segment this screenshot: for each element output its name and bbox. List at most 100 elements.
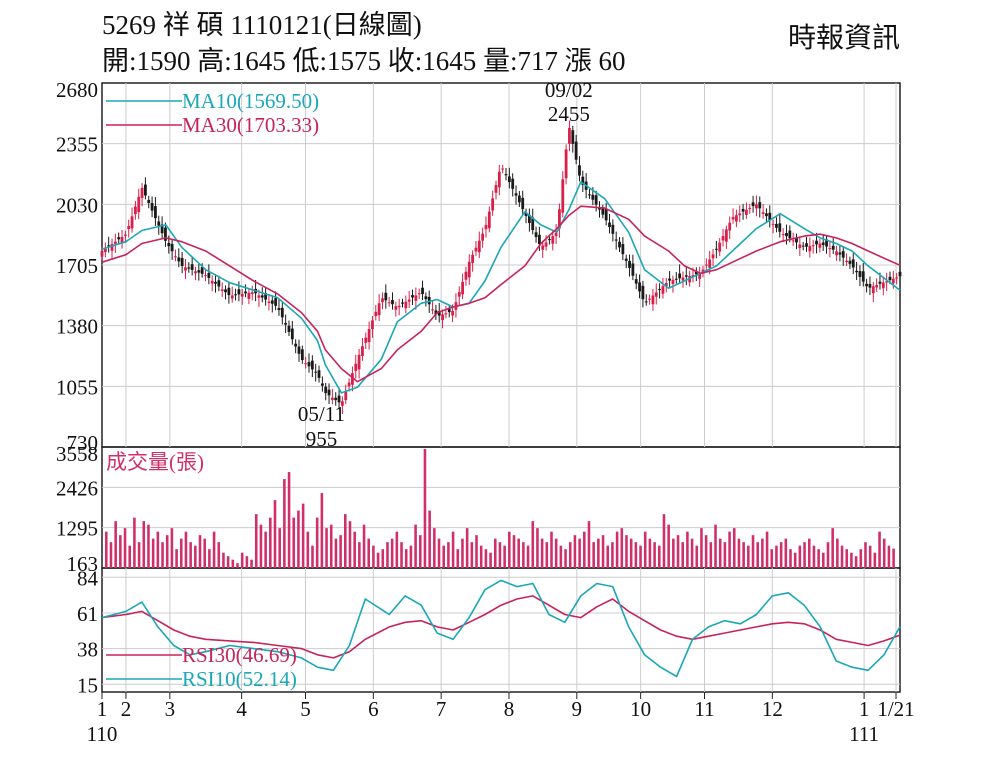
volume-bar bbox=[629, 538, 633, 568]
candle-body bbox=[881, 282, 885, 289]
volume-bar bbox=[606, 545, 610, 568]
volume-bar bbox=[892, 548, 895, 568]
candle-body bbox=[103, 248, 107, 253]
volume-bar bbox=[367, 538, 371, 568]
volume-bar bbox=[864, 542, 867, 568]
candle-body bbox=[681, 277, 685, 281]
volume-bar bbox=[873, 552, 877, 568]
volume-bar bbox=[306, 531, 310, 568]
candle-body bbox=[621, 244, 625, 255]
candle-body bbox=[898, 271, 902, 277]
volume-bar bbox=[512, 535, 516, 568]
candle-body bbox=[471, 254, 475, 263]
volume-bar bbox=[348, 521, 352, 568]
volume-bar bbox=[358, 542, 361, 568]
volume-bar bbox=[329, 524, 333, 568]
candle-body bbox=[130, 216, 134, 229]
candle-body bbox=[761, 212, 765, 214]
volume-bar bbox=[433, 528, 436, 568]
volume-title: 成交量(張) bbox=[106, 450, 204, 474]
candle-body bbox=[561, 179, 565, 213]
chart-title: 5269 祥 碩 1110121(日線圖) bbox=[102, 10, 422, 40]
candle-body bbox=[504, 174, 508, 176]
candle-body bbox=[347, 382, 351, 387]
candle-body bbox=[150, 203, 154, 211]
candle-body bbox=[708, 259, 712, 268]
volume-bar bbox=[489, 552, 492, 568]
volume-bar bbox=[203, 538, 206, 568]
volume-bar bbox=[812, 545, 816, 568]
candle-body bbox=[801, 245, 805, 247]
volume-bar bbox=[353, 531, 356, 568]
volume-bar bbox=[278, 528, 281, 568]
volume-bar bbox=[297, 510, 300, 568]
candle-body bbox=[367, 329, 371, 343]
candle-body bbox=[694, 271, 698, 275]
volume-bar bbox=[376, 552, 380, 568]
volume-bar bbox=[597, 538, 600, 568]
candle-body bbox=[534, 232, 538, 238]
volume-bar bbox=[793, 552, 797, 568]
candle-body bbox=[551, 236, 555, 244]
x-tick-label: 6 bbox=[368, 697, 379, 721]
candle-body bbox=[604, 208, 608, 221]
volume-y-tick-label: 2426 bbox=[56, 476, 98, 500]
volume-bar bbox=[493, 538, 497, 568]
volume-bar bbox=[662, 514, 666, 568]
candle-body bbox=[341, 401, 344, 406]
candle-body bbox=[357, 354, 361, 370]
candle-body bbox=[634, 279, 638, 284]
candle-body bbox=[574, 141, 578, 160]
volume-bar bbox=[381, 549, 385, 568]
volume-bar bbox=[208, 549, 211, 568]
volume-bar bbox=[601, 535, 605, 568]
candle-body bbox=[277, 308, 281, 311]
candle-body bbox=[497, 171, 501, 188]
volume-bar bbox=[334, 538, 338, 568]
volume-bar bbox=[845, 549, 849, 568]
volume-bar bbox=[536, 528, 539, 568]
price-y-tick-label: 2355 bbox=[56, 133, 98, 157]
candle-body bbox=[818, 243, 822, 248]
candle-body bbox=[494, 185, 498, 193]
volume-bar bbox=[747, 545, 750, 568]
high-date-annotation: 09/02 bbox=[545, 78, 593, 102]
source-label: 時報資訊 bbox=[787, 23, 900, 54]
candle-body bbox=[144, 184, 147, 196]
volume-bar bbox=[508, 531, 511, 568]
candle-body bbox=[895, 277, 899, 279]
candle-body bbox=[785, 232, 788, 237]
x-tick-label: 4 bbox=[236, 697, 247, 721]
candle-body bbox=[628, 260, 631, 268]
volume-bar bbox=[128, 545, 132, 568]
volume-bar bbox=[540, 538, 544, 568]
candle-body bbox=[330, 397, 334, 400]
volume-y-tick-label: 1295 bbox=[56, 517, 98, 541]
volume-bar bbox=[723, 542, 727, 568]
x-tick-label: 11 bbox=[694, 697, 714, 721]
volume-bar bbox=[554, 538, 558, 568]
volume-bar bbox=[728, 531, 731, 568]
candle-body bbox=[598, 208, 601, 210]
ma30-line bbox=[101, 205, 901, 383]
volume-bar bbox=[611, 542, 614, 568]
volume-bar bbox=[339, 535, 342, 568]
candle-body bbox=[180, 258, 184, 267]
volume-bar bbox=[217, 542, 221, 568]
candle-body bbox=[751, 202, 755, 207]
volume-bar bbox=[770, 549, 774, 568]
volume-bar bbox=[236, 563, 239, 568]
candle-body bbox=[337, 395, 341, 403]
volume-bar bbox=[859, 549, 863, 568]
candle-body bbox=[745, 209, 748, 215]
volume-bar bbox=[165, 535, 169, 568]
candle-body bbox=[507, 176, 511, 183]
candle-body bbox=[394, 306, 398, 310]
candle-body bbox=[391, 300, 394, 305]
candle-body bbox=[107, 245, 111, 247]
volume-bar bbox=[850, 552, 853, 568]
volume-bar bbox=[437, 538, 441, 568]
volume-bar bbox=[105, 531, 108, 568]
candle-body bbox=[738, 213, 742, 216]
candle-body bbox=[284, 322, 288, 325]
